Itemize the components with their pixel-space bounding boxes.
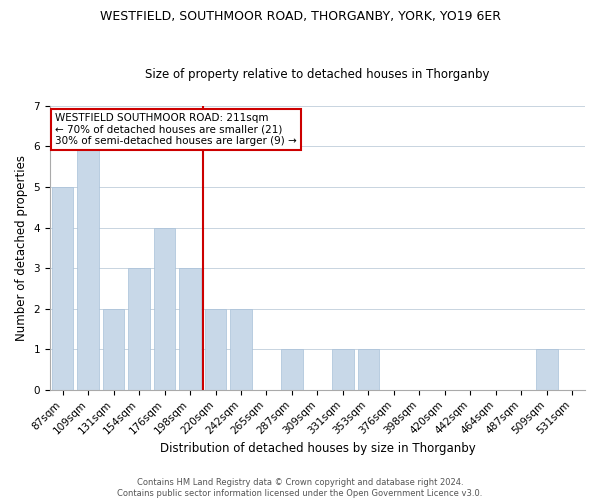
Text: Contains HM Land Registry data © Crown copyright and database right 2024.
Contai: Contains HM Land Registry data © Crown c… [118, 478, 482, 498]
Bar [281, 350, 303, 390]
Bar [128, 268, 150, 390]
Bar [52, 187, 73, 390]
Bar [332, 350, 354, 390]
Bar [77, 146, 99, 390]
Bar [230, 308, 252, 390]
Bar [154, 228, 175, 390]
Text: WESTFIELD, SOUTHMOOR ROAD, THORGANBY, YORK, YO19 6ER: WESTFIELD, SOUTHMOOR ROAD, THORGANBY, YO… [100, 10, 500, 23]
Text: WESTFIELD SOUTHMOOR ROAD: 211sqm
← 70% of detached houses are smaller (21)
30% o: WESTFIELD SOUTHMOOR ROAD: 211sqm ← 70% o… [55, 113, 297, 146]
X-axis label: Distribution of detached houses by size in Thorganby: Distribution of detached houses by size … [160, 442, 475, 455]
Bar [179, 268, 201, 390]
Bar [536, 350, 557, 390]
Bar [103, 308, 124, 390]
Bar [358, 350, 379, 390]
Title: Size of property relative to detached houses in Thorganby: Size of property relative to detached ho… [145, 68, 490, 81]
Bar [205, 308, 226, 390]
Y-axis label: Number of detached properties: Number of detached properties [15, 155, 28, 341]
